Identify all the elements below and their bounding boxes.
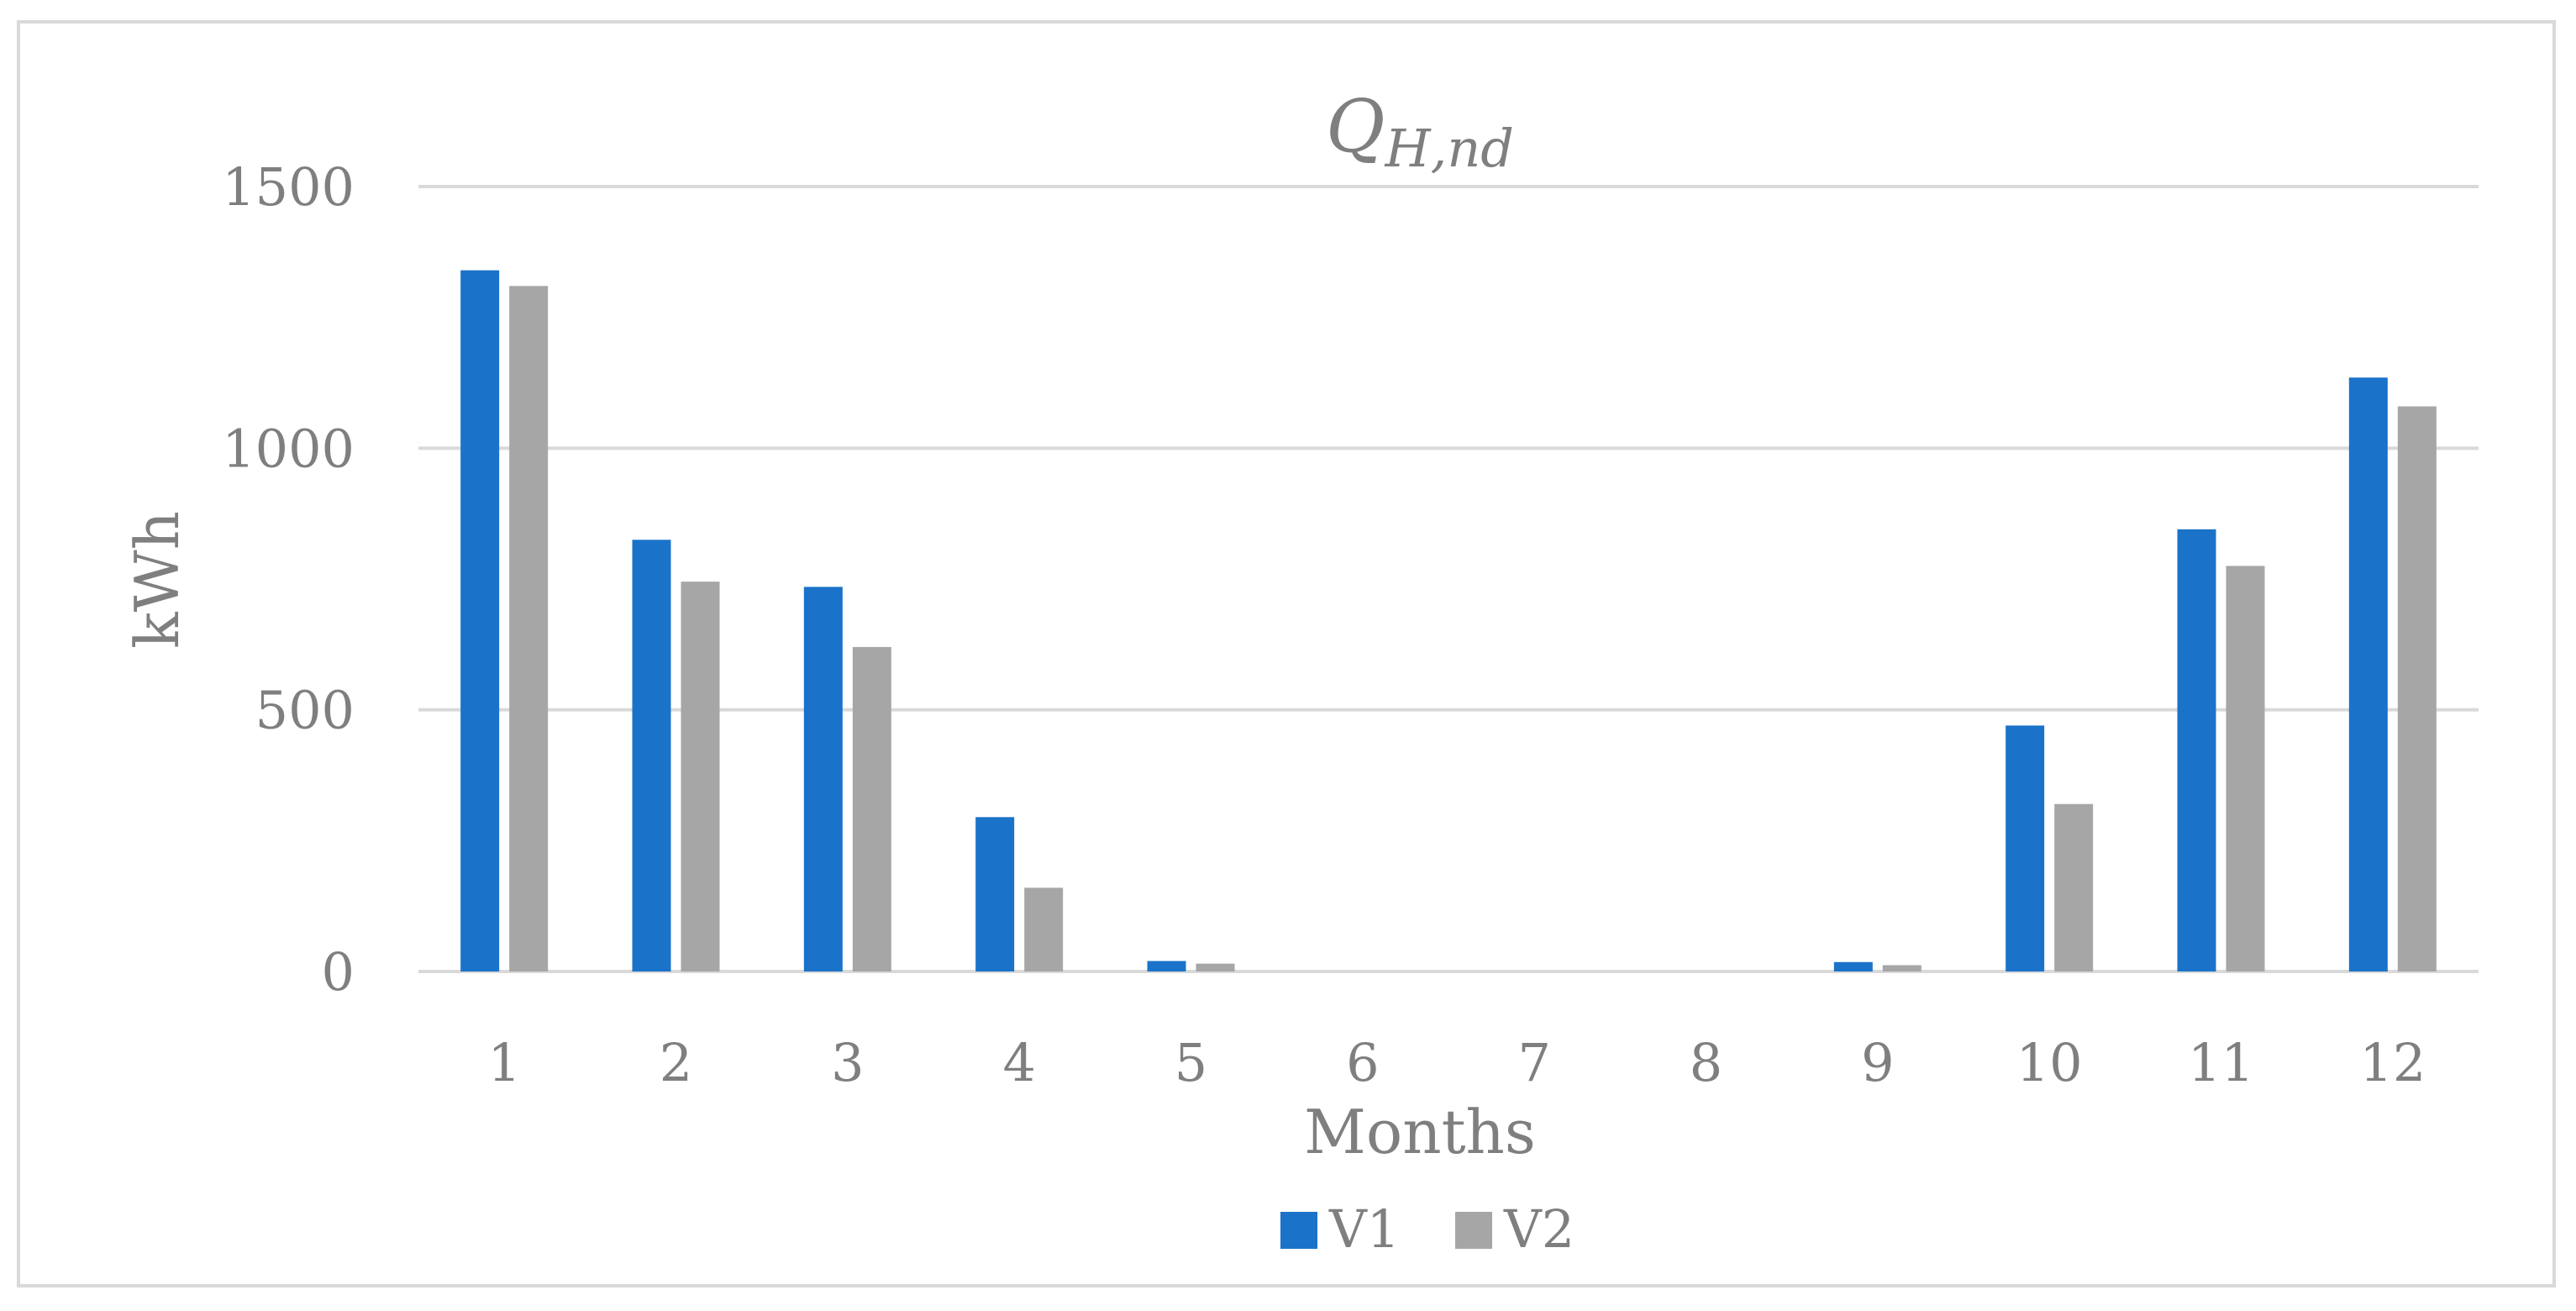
bar-v1-3 <box>803 587 843 971</box>
x-tick-label: 9 <box>1861 1032 1894 1093</box>
gridlines <box>418 185 2479 973</box>
legend-label-v2: V2 <box>1503 1198 1575 1260</box>
x-tick-label: 2 <box>660 1032 692 1093</box>
bar-v2-2 <box>681 582 720 971</box>
bar-v1-12 <box>2348 377 2388 972</box>
legend-label-v1: V1 <box>1328 1198 1400 1260</box>
bar-v2-4 <box>1024 887 1064 971</box>
bar-v2-12 <box>2397 406 2437 971</box>
bar-v1-5 <box>1147 961 1186 971</box>
x-tick-label: 10 <box>2016 1032 2083 1093</box>
bar-v2-5 <box>1196 963 1235 971</box>
x-tick-label: 12 <box>2359 1032 2426 1093</box>
x-tick-label: 5 <box>1175 1032 1207 1093</box>
chart-frame <box>17 20 2556 1287</box>
chart-title: QH,nd <box>1326 85 1514 179</box>
x-tick-label: 6 <box>1346 1032 1379 1093</box>
x-tick-label: 4 <box>1002 1032 1035 1093</box>
bars <box>460 270 2437 972</box>
bar-v1-2 <box>632 540 671 971</box>
x-tick-label: 1 <box>487 1032 520 1093</box>
chart-title-main: Q <box>1326 85 1385 169</box>
y-tick-label: 1000 <box>222 418 355 479</box>
y-tick-label: 1500 <box>222 156 355 218</box>
x-tick-label: 8 <box>1690 1032 1722 1093</box>
bar-v1-4 <box>975 817 1015 971</box>
y-tick-labels: 0 500 1000 1500 <box>222 156 355 1003</box>
y-tick-label: 500 <box>255 680 355 741</box>
bar-v1-10 <box>2006 725 2045 971</box>
x-tick-label: 11 <box>2188 1032 2254 1093</box>
y-axis-title: kWh <box>122 511 192 649</box>
chart-title-subscript: H,nd <box>1385 118 1514 179</box>
x-tick-labels: 1 2 3 4 5 6 7 8 9 10 11 12 <box>487 1032 2426 1093</box>
bar-v1-9 <box>1833 961 1873 971</box>
bar-v2-11 <box>2226 566 2265 971</box>
legend-swatch-v1 <box>1280 1212 1317 1249</box>
y-tick-label: 0 <box>322 941 355 1003</box>
bar-v2-3 <box>852 646 891 971</box>
x-tick-label: 3 <box>831 1032 864 1093</box>
x-axis-title: Months <box>1304 1097 1536 1167</box>
bar-v2-10 <box>2054 803 2094 971</box>
bar-v1-11 <box>2177 529 2216 971</box>
bar-v1-1 <box>460 270 500 971</box>
bar-v2-9 <box>1882 965 1921 971</box>
legend-swatch-v2 <box>1455 1212 1492 1249</box>
bar-v2-1 <box>509 286 549 972</box>
legend: V1 V2 <box>1280 1198 1575 1260</box>
x-tick-label: 7 <box>1517 1032 1550 1093</box>
